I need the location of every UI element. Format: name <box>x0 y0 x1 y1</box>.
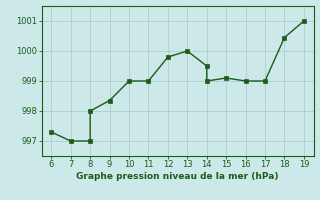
X-axis label: Graphe pression niveau de la mer (hPa): Graphe pression niveau de la mer (hPa) <box>76 172 279 181</box>
